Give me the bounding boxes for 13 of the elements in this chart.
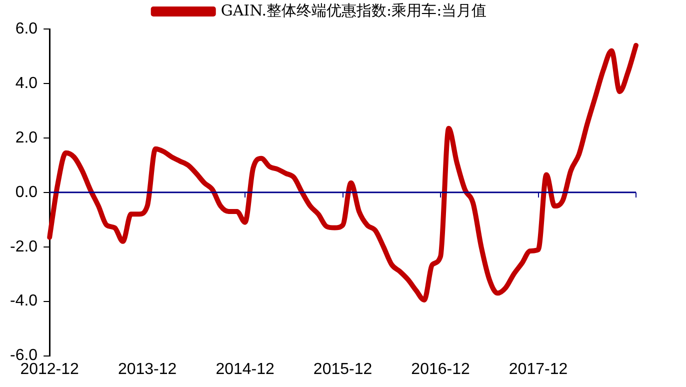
y-tick-label: -2.0 [10, 238, 38, 256]
x-tick-label: 2014-12 [216, 360, 275, 378]
y-tick-label: 4.0 [15, 74, 38, 92]
x-tick-label: 2017-12 [508, 360, 568, 378]
x-tick-label: 2015-12 [313, 360, 372, 378]
x-tick-label: 2016-12 [411, 360, 470, 378]
y-tick-label: -4.0 [10, 292, 38, 310]
legend-label: GAIN.整体终端优惠指数:乘用车:当月值 [220, 1, 487, 20]
y-tick-label: 6.0 [15, 20, 38, 38]
x-tick-label: 2013-12 [118, 360, 177, 378]
x-tick-label: 2012-12 [20, 360, 80, 378]
y-tick-label: 0.0 [15, 184, 38, 201]
y-tick-label: 2.0 [15, 129, 38, 146]
